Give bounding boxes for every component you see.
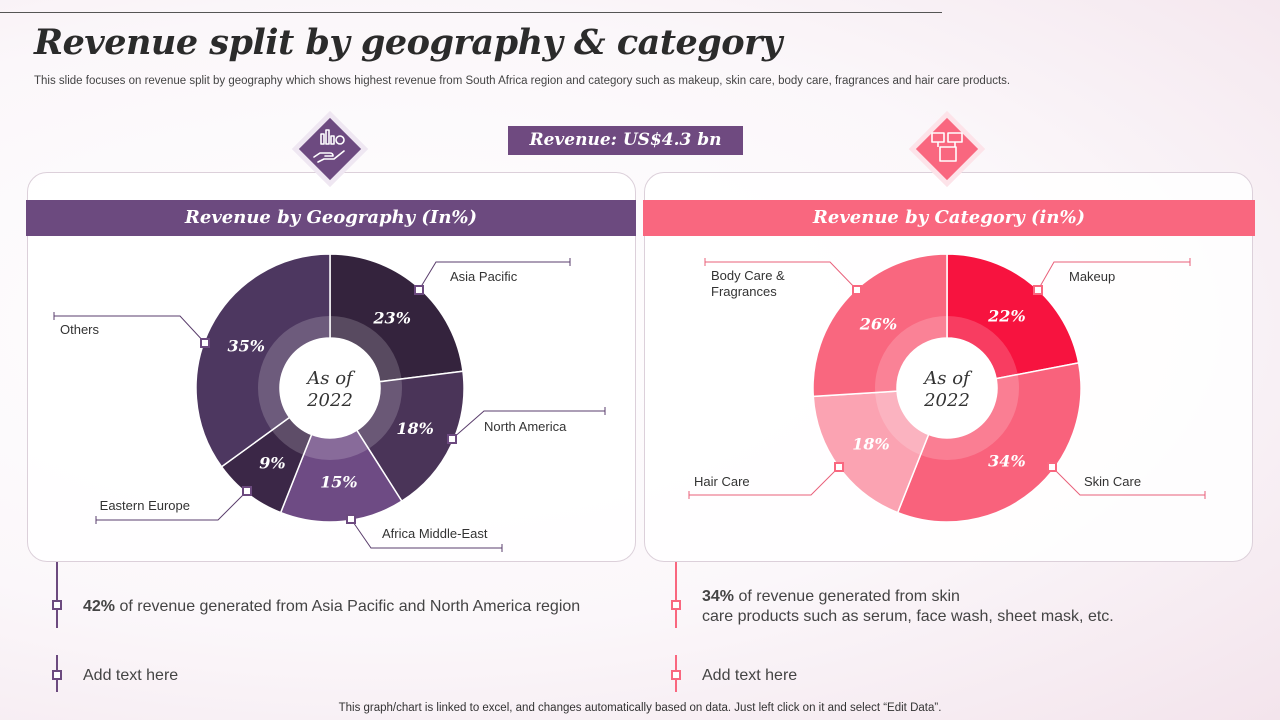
category-label-asia-pacific: Asia Pacific: [450, 269, 518, 284]
slide-subtitle: This slide focuses on revenue split by g…: [34, 75, 1011, 87]
callout-line-body-care-and-fragrances: [705, 261, 858, 291]
chart-footnote: This graph/chart is linked to excel, and…: [338, 702, 942, 714]
callout-marker-asia-pacific: [414, 285, 424, 295]
category-label-hair-care: Hair Care: [694, 474, 750, 489]
category-placeholder-text: Add text here: [702, 667, 798, 684]
slide-title: Revenue split by geography & category: [34, 22, 782, 63]
category-label-north-america: North America: [484, 419, 567, 434]
value-label-africa-middle-east: 15%: [320, 473, 357, 492]
callout-marker-eastern-europe: [242, 486, 252, 496]
callout-line-asia-pacific: [418, 261, 570, 291]
callout-marker-body-care-and-fragrances: [852, 285, 862, 295]
callout-line-eastern-europe: [96, 490, 248, 521]
geography-placeholder-text: Add text here: [83, 667, 179, 684]
callout-line-others: [54, 315, 206, 344]
callout-marker-north-america: [447, 434, 457, 444]
category-insight: 34% of revenue generated from skin care p…: [702, 588, 1114, 625]
callout-marker-others: [200, 338, 210, 348]
callout-line-north-america: [451, 410, 605, 440]
revenue-total-label: Revenue: US$4.3 bn: [508, 126, 743, 155]
center-label-line: 2022: [306, 390, 353, 411]
center-label-line: 2022: [923, 390, 970, 411]
value-label-hair-care: 18%: [852, 434, 889, 453]
hand-chart-money-icon: [291, 110, 369, 188]
category-chart-title: Revenue by Category (in%): [643, 200, 1255, 236]
geography-insight: 42% of revenue generated from Asia Pacif…: [83, 598, 581, 615]
callout-line-hair-care: [689, 466, 840, 496]
category-label-skin-care: Skin Care: [1084, 474, 1141, 489]
callout-line-africa-middle-east: [350, 518, 502, 549]
category-label-eastern-europe: Eastern Europe: [100, 498, 190, 513]
value-label-north-america: 18%: [396, 419, 433, 438]
callout-marker-hair-care: [834, 462, 844, 472]
value-label-others: 35%: [228, 336, 265, 355]
callout-marker-africa-middle-east: [346, 514, 356, 524]
callout-line-skin-care: [1051, 466, 1205, 496]
value-label-eastern-europe: 9%: [259, 453, 285, 472]
top-divider: [0, 12, 942, 13]
value-label-skin-care: 34%: [988, 451, 1025, 470]
geography-chart-title: Revenue by Geography (In%): [26, 200, 636, 236]
center-label-line: As of: [922, 368, 973, 389]
donut-center: [280, 338, 380, 438]
value-label-makeup: 22%: [987, 307, 1025, 326]
category-label-africa-middle-east: Africa Middle-East: [382, 526, 488, 541]
callout-marker-makeup: [1033, 285, 1043, 295]
value-label-asia-pacific: 23%: [372, 308, 410, 327]
product-network-icon: [908, 110, 986, 188]
value-label-body-care-and-fragrances: 26%: [859, 315, 897, 334]
category-label-body-care-and-fragrances: Body Care &: [711, 268, 785, 283]
category-label-makeup: Makeup: [1069, 269, 1115, 284]
donut-center: [897, 338, 997, 438]
callout-marker-skin-care: [1047, 462, 1057, 472]
callout-line-makeup: [1037, 261, 1190, 291]
category-label-body-care-and-fragrances: Fragrances: [711, 284, 777, 299]
center-label-line: As of: [305, 368, 356, 389]
category-label-others: Others: [60, 322, 100, 337]
